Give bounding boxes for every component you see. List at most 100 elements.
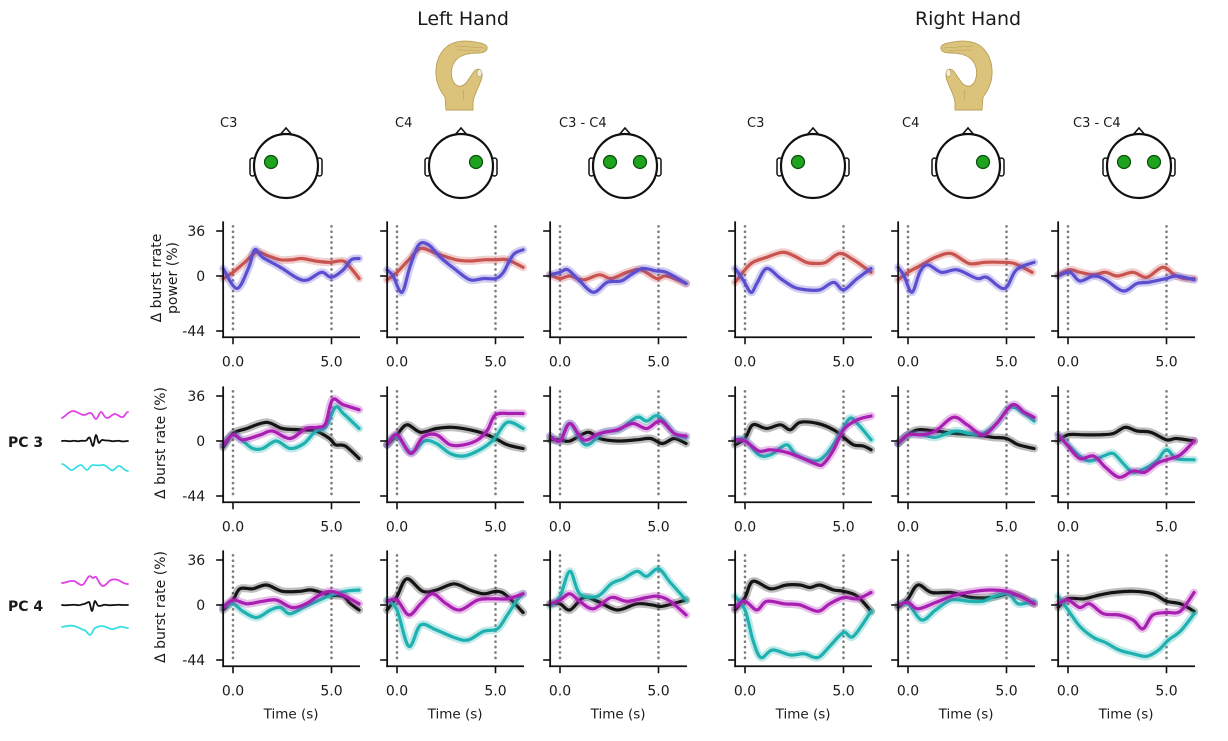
thumbnail (476, 69, 483, 77)
right-hand-icon (940, 40, 993, 111)
x-tick-label: 0.0 (734, 519, 756, 535)
cyan-series-line (1056, 594, 1196, 659)
red-series-line (548, 267, 688, 286)
x-tick-label: 5.0 (995, 683, 1017, 699)
x-tick-label: 0.0 (897, 354, 919, 370)
x-tick-label: 0.0 (386, 683, 408, 699)
x-axis-label: Time (s) (263, 706, 319, 722)
blue-series-line (733, 266, 873, 294)
panel-grid: 36 0 -44 0.0 5.0 Δ burst rrate power (%) 0.0 5.0… (149, 221, 1199, 722)
waveform-cyan-icon (61, 463, 129, 472)
channel-label: C4 (395, 116, 412, 131)
group-title-left-hand: Left Hand (417, 8, 509, 30)
y-tick-label: 0 (196, 269, 205, 285)
x-tick-label: 5.0 (1155, 354, 1177, 370)
x-tick-label: 5.0 (832, 354, 854, 370)
electrode-c4-marker (632, 154, 648, 170)
cyan-series-line (221, 588, 361, 620)
x-tick-label: 5.0 (320, 519, 342, 535)
cyan-series-line (733, 594, 873, 660)
panel-left-hand-c3-power: 36 0 -44 0.0 5.0 Δ burst rrate power (%) (149, 221, 364, 370)
x-tick-label: 0.0 (386, 354, 408, 370)
blue-series-line (221, 247, 361, 291)
x-tick-label: 5.0 (484, 519, 506, 535)
x-tick-label: 5.0 (320, 354, 342, 370)
panel-left-hand-c4-power: 0.0 5.0 (380, 221, 528, 370)
x-axis-label: Time (s) (775, 706, 831, 722)
red-series-line (221, 250, 361, 281)
red-series-line (896, 251, 1034, 282)
red-series-line (385, 246, 525, 282)
panel-left-hand-c3-pc-3: 36 0 -44 0.0 5.0 Δ burst rate (%) (153, 386, 364, 535)
x-tick-label: 0.0 (222, 519, 244, 535)
waveform-black-icon (61, 434, 129, 447)
thumbnail (945, 69, 952, 77)
x-tick-label: 0.0 (734, 683, 756, 699)
x-tick-label: 5.0 (647, 683, 669, 699)
blue-series-line (385, 240, 525, 294)
black-series-line (1056, 589, 1196, 613)
cyan-series-line (548, 567, 688, 608)
head-diagram-c4: C4 (395, 116, 498, 200)
magenta-series-line (221, 397, 361, 447)
waveform-magenta-icon (61, 575, 129, 587)
channel-label: C3 (747, 116, 764, 131)
electrode-c4-marker (468, 154, 484, 170)
y-tick-label: -44 (182, 324, 205, 340)
x-axis-label: Time (s) (590, 706, 646, 722)
cyan-series-line (896, 591, 1036, 622)
magenta-series-line (896, 588, 1036, 611)
channel-label: C3 - C4 (1073, 116, 1121, 131)
x-tick-label: 5.0 (995, 354, 1017, 370)
y-tick-label: 36 (187, 553, 205, 569)
y-tick-label: 36 (187, 389, 205, 405)
y-axis-label: power (%) (165, 242, 181, 314)
black-series-line (733, 579, 873, 613)
head-diagram-c3: C3 (220, 116, 323, 200)
x-tick-label: 0.0 (734, 354, 756, 370)
magenta-series-line (548, 592, 688, 617)
x-tick-label: 5.0 (647, 519, 669, 535)
finger-creases (454, 45, 485, 101)
red-series-line (733, 250, 873, 284)
x-tick-label: 0.0 (222, 354, 244, 370)
magenta-series-line (548, 419, 688, 444)
x-axis-label: Time (s) (1098, 706, 1154, 722)
panel-left-hand-c3-c4-pc-3: 0.0 5.0 (543, 386, 691, 535)
component-label: PC 3 (8, 435, 43, 451)
black-series-line (221, 420, 361, 461)
panel-right-hand-c3-c4-pc-3: 0.0 5.0 (1051, 386, 1199, 535)
row-label-pc3: PC 3 (8, 410, 129, 472)
channel-label: C4 (902, 116, 919, 131)
x-tick-label: 0.0 (549, 354, 571, 370)
finger-creases (943, 45, 974, 101)
head-outline-icon (779, 132, 847, 200)
left-hand-icon (435, 40, 488, 111)
magenta-confidence-band (383, 589, 528, 619)
head-diagram-c3-c4: C3 - C4 (559, 116, 662, 200)
x-tick-label: 0.0 (897, 683, 919, 699)
panel-left-hand-c4-pc-3: 0.0 5.0 (380, 386, 528, 535)
y-tick-label: 0 (196, 434, 205, 450)
x-tick-label: 5.0 (647, 354, 669, 370)
electrode-c4-marker (975, 154, 991, 170)
head-diagram-c3-c4: C3 - C4 (1073, 116, 1176, 200)
electrode-c3-marker (263, 154, 279, 170)
head-outline-icon (427, 132, 495, 200)
x-tick-label: 5.0 (484, 354, 506, 370)
x-tick-label: 0.0 (1057, 519, 1079, 535)
panel-left-hand-c3-c4-power: 0.0 5.0 (543, 221, 691, 370)
magenta-series-line (385, 592, 525, 617)
row-label-pc4: PC 4 (8, 575, 129, 636)
y-tick-label: -44 (182, 489, 205, 505)
channel-label: C3 - C4 (559, 116, 607, 131)
magenta-series-line (733, 590, 873, 613)
electrode-c4-marker (1146, 154, 1162, 170)
y-tick-label: -44 (182, 653, 205, 669)
magenta-series-line (896, 402, 1036, 446)
head-outline-icon (591, 132, 659, 200)
electrode-c3-marker (1116, 154, 1132, 170)
group-title-right-hand: Right Hand (915, 8, 1021, 30)
